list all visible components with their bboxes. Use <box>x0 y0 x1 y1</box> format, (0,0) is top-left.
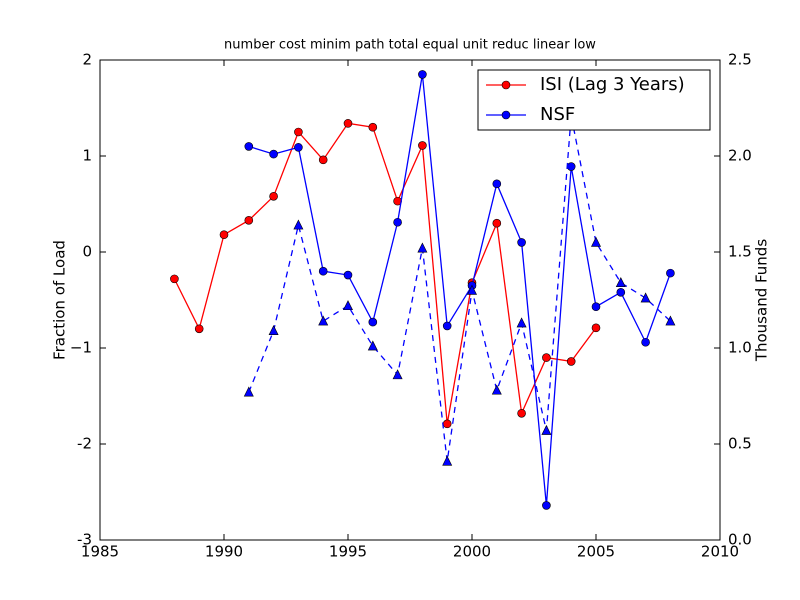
y-tick-label: 2 <box>82 51 92 69</box>
point <box>641 337 650 347</box>
point <box>566 357 576 366</box>
y2-tick-label: 1.5 <box>728 243 752 261</box>
series-line <box>248 74 672 506</box>
point <box>318 266 328 276</box>
point <box>566 162 576 171</box>
point <box>343 300 353 311</box>
legend-marker <box>501 80 511 90</box>
point <box>418 141 427 150</box>
y2-tick-label: 2.0 <box>728 147 752 165</box>
legend-box <box>477 69 711 131</box>
point <box>392 369 403 380</box>
series-line <box>248 115 671 462</box>
point <box>442 321 452 331</box>
x-tick-label: 2000 <box>453 543 491 561</box>
legend-label: ISI (Lag 3 Years) <box>540 74 685 95</box>
point <box>170 274 179 284</box>
point <box>492 179 502 189</box>
y2-tick-label: 1.0 <box>728 339 752 357</box>
y-tick-label: −1 <box>70 339 92 357</box>
point <box>517 408 526 418</box>
y-tick-label: -2 <box>77 435 92 453</box>
point <box>442 419 452 429</box>
point <box>492 218 502 228</box>
point <box>368 317 378 327</box>
point <box>243 386 254 397</box>
point <box>418 70 427 79</box>
point <box>393 217 402 227</box>
point <box>268 325 279 336</box>
point <box>640 292 651 303</box>
point <box>541 424 552 435</box>
point <box>417 242 428 253</box>
point <box>591 323 601 333</box>
y-tick-label: 1 <box>82 147 92 165</box>
point <box>516 317 527 328</box>
point <box>615 277 626 288</box>
point <box>367 340 378 351</box>
y2-axis-label: Thousand Funds <box>753 239 771 362</box>
point <box>343 119 353 128</box>
point <box>294 143 303 152</box>
point <box>318 315 329 326</box>
x-tick-label: 2005 <box>577 543 615 561</box>
x-tick-label: 1995 <box>329 543 367 561</box>
y-axis-label: Fraction of Load <box>51 240 69 360</box>
point <box>542 353 551 362</box>
point <box>616 288 626 297</box>
point <box>219 230 229 240</box>
point <box>467 284 477 295</box>
x-tick-label: 1985 <box>81 543 119 561</box>
y2-tick-label: 0.5 <box>728 435 752 453</box>
chart-title: number cost minim path total equal unit … <box>224 38 596 53</box>
point <box>665 315 676 326</box>
point <box>269 149 278 159</box>
point <box>194 324 204 334</box>
point <box>318 155 328 165</box>
point <box>591 302 601 312</box>
point <box>368 122 378 132</box>
series-line <box>173 122 597 424</box>
point <box>491 384 502 395</box>
point <box>343 270 353 280</box>
point <box>244 142 254 151</box>
point <box>517 238 526 247</box>
y2-tick-label: 0.0 <box>728 531 752 549</box>
point <box>244 216 254 225</box>
point <box>666 268 675 278</box>
y2-tick-label: 2.5 <box>728 51 752 69</box>
point <box>293 219 304 230</box>
y-tick-label: -3 <box>77 531 92 549</box>
x-tick-label: 1990 <box>205 543 243 561</box>
legend-label: NSF <box>540 104 575 125</box>
point <box>442 455 453 466</box>
x-tick-label: 2010 <box>701 543 739 561</box>
plot-frame <box>99 59 721 541</box>
legend-marker <box>501 110 511 120</box>
point <box>294 127 303 137</box>
point <box>269 192 278 201</box>
point <box>542 501 551 510</box>
point <box>591 236 601 247</box>
y-tick-label: 0 <box>82 243 92 261</box>
